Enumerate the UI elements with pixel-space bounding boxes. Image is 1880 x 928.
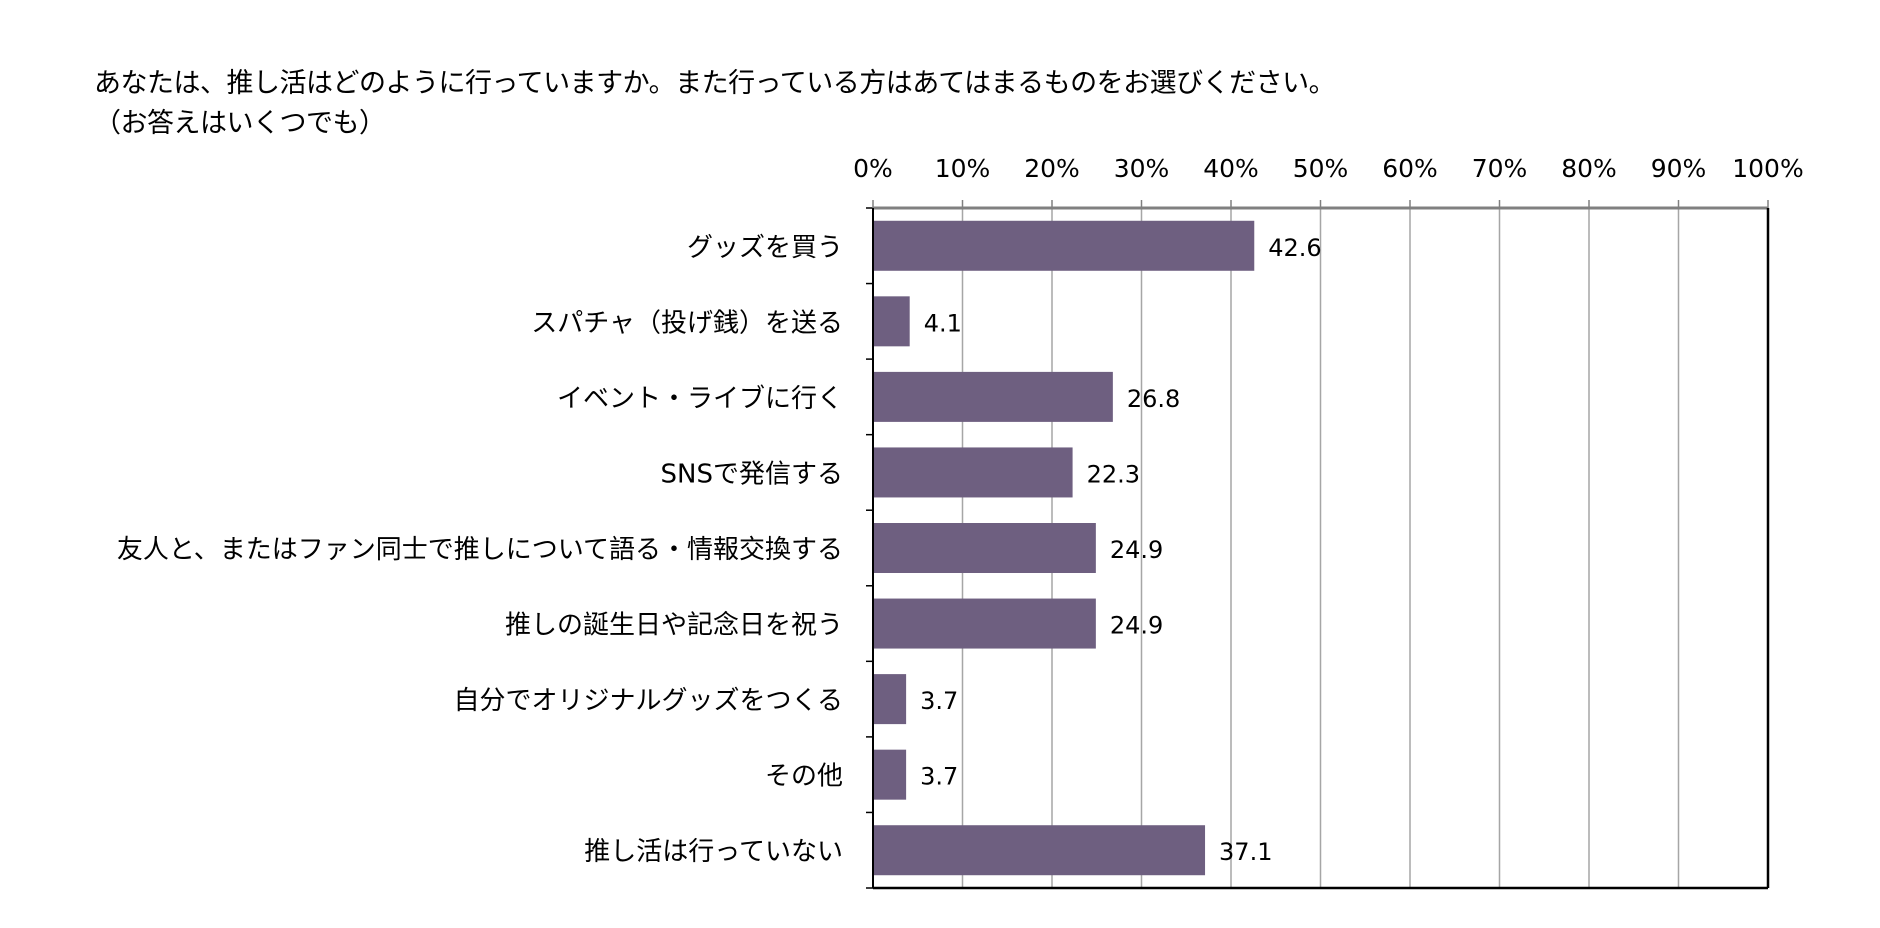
data-label: 42.6 (1268, 234, 1321, 262)
bar (873, 749, 907, 800)
data-label: 26.8 (1127, 385, 1180, 413)
data-label: 37.1 (1219, 838, 1272, 866)
category-label: スパチャ（投げ銭）を送る (531, 308, 843, 338)
bar (873, 220, 1255, 271)
category-label: イベント・ライブに行く (557, 384, 843, 414)
x-tick-label: 20% (1024, 154, 1080, 183)
data-label: 24.9 (1110, 612, 1163, 640)
category-label: 友人と、またはファン同士で推しについて語る・情報交換する (117, 535, 843, 565)
data-label: 3.7 (920, 687, 958, 715)
x-tick-label: 80% (1561, 154, 1617, 183)
category-label: 推しの誕生日や記念日を祝う (505, 611, 843, 641)
x-tick-label: 30% (1114, 154, 1170, 183)
category-label: グッズを買う (687, 233, 843, 263)
bar (873, 523, 1096, 573)
bars (873, 220, 1255, 876)
data-label: 22.3 (1087, 460, 1140, 488)
bar (873, 371, 1113, 422)
bar (873, 598, 1096, 649)
bar (873, 447, 1073, 498)
x-tick-label: 0% (853, 154, 893, 183)
category-label: SNSで発信する (661, 459, 843, 489)
chart-title-line-1: あなたは、推し活はどのように行っていますか。また行っている方はあてはまるものをお… (94, 68, 1336, 99)
axes (866, 200, 1770, 890)
x-tick-label: 60% (1382, 154, 1438, 183)
x-tick-label: 10% (935, 154, 991, 183)
data-label: 3.7 (920, 763, 958, 791)
x-tick-label: 50% (1293, 154, 1349, 183)
gridlines (961, 208, 1769, 888)
bar (873, 674, 907, 725)
chart-title-line-2: （お答えはいくつでも） (94, 108, 386, 139)
labels: 0% 10% 20% 30% 40% 50% 60% 70% 80% 90% 100% グッズを買う 4… (117, 154, 1804, 867)
x-tick-label: 100% (1732, 154, 1803, 183)
bar (873, 825, 1206, 876)
category-label: 自分でオリジナルグッズをつくる (454, 686, 843, 716)
x-tick-label: 70% (1472, 154, 1528, 183)
data-label: 4.1 (924, 309, 962, 337)
category-label: その他 (765, 762, 843, 792)
chart-title: あなたは、推し活はどのように行っていますか。また行っている方はあてはまるものをお… (94, 64, 1336, 144)
x-tick-label: 90% (1651, 154, 1707, 183)
bar (873, 296, 910, 347)
category-label: 推し活は行っていない (584, 837, 843, 867)
x-tick-label: 40% (1203, 154, 1259, 183)
data-label: 24.9 (1110, 536, 1163, 564)
